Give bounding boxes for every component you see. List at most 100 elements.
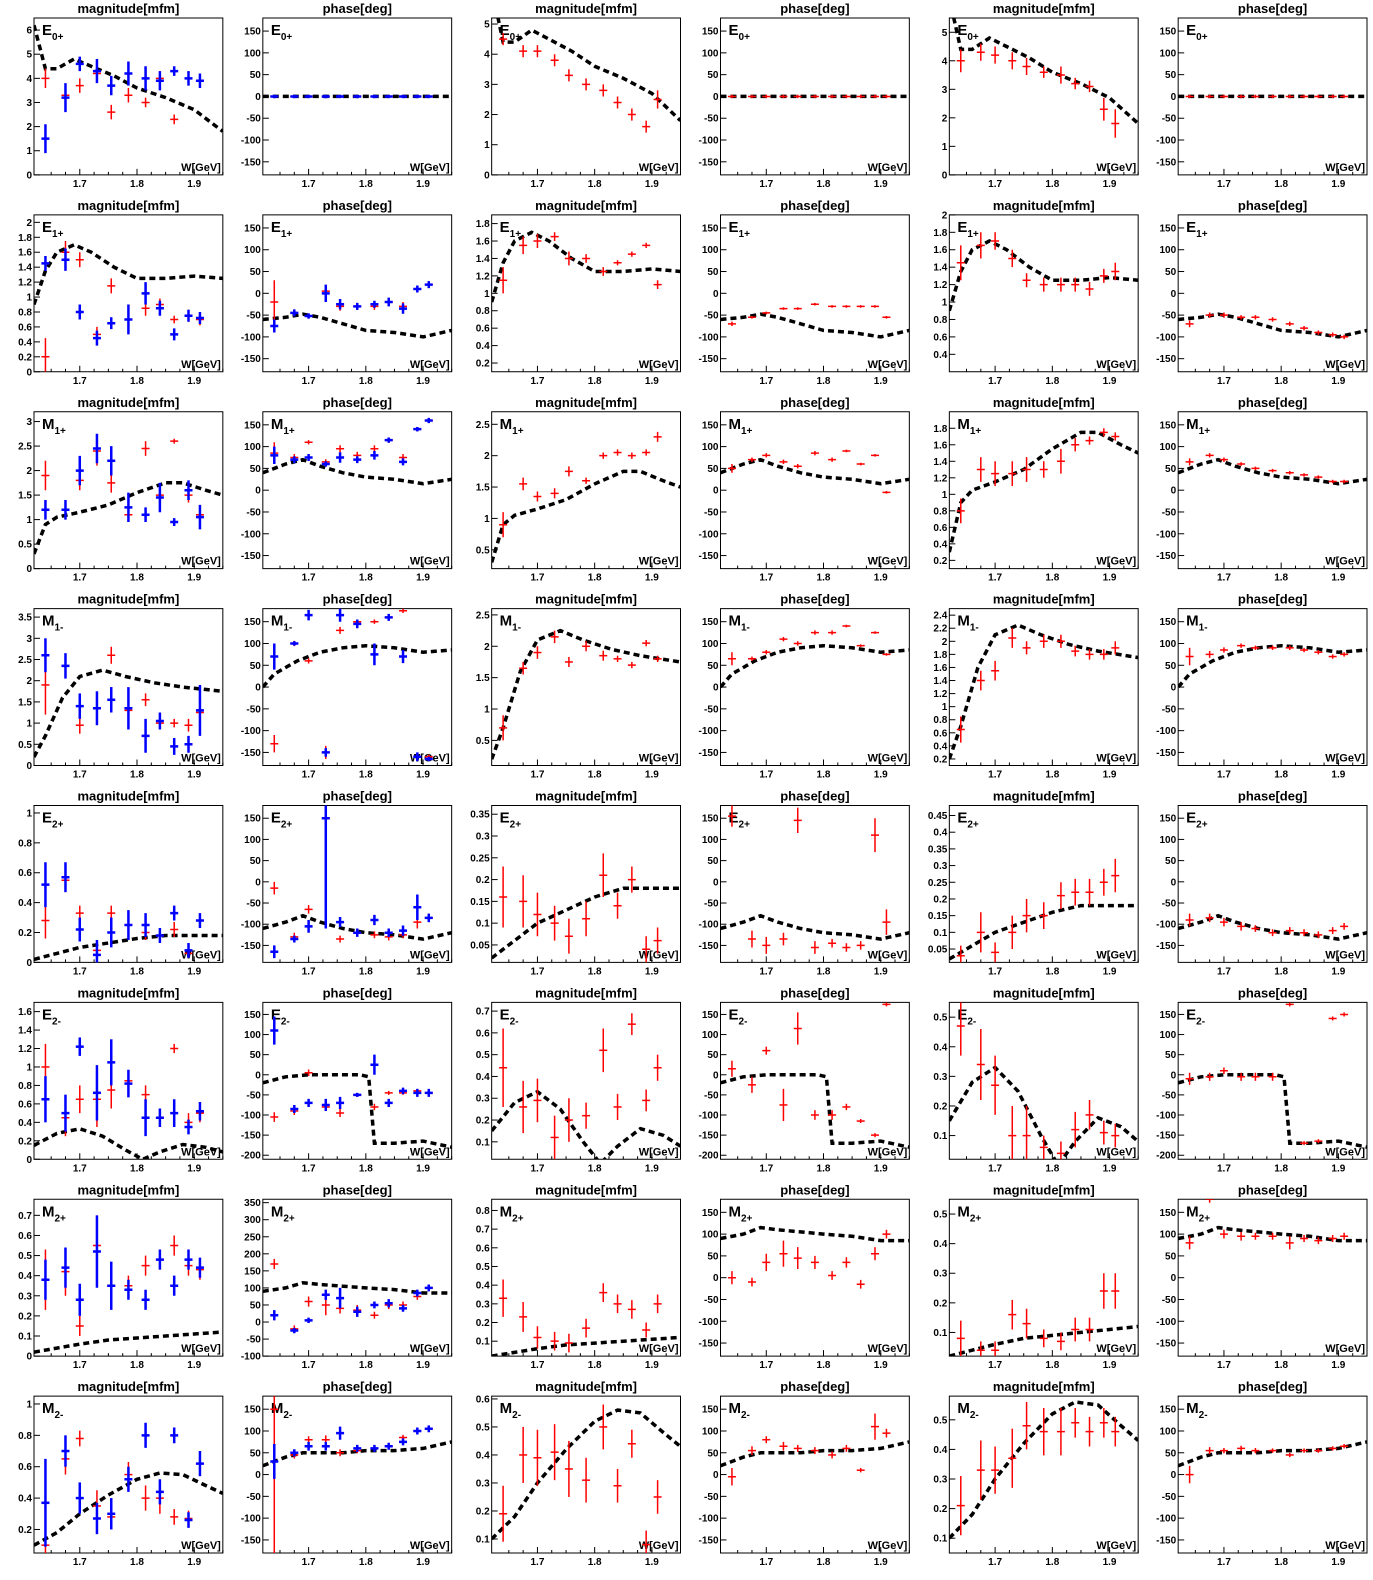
x-tick-label: 1.7 (759, 376, 773, 387)
y-tick-label: 0.2 (476, 875, 490, 886)
data-point-blue (92, 1065, 101, 1121)
panel-title: phase[deg] (323, 592, 392, 607)
x-tick-label: 1.8 (359, 376, 373, 387)
data-point-red (533, 1429, 542, 1486)
data-point-red (599, 853, 608, 898)
y-tick-label: 0.4 (18, 1118, 32, 1129)
x-tick-label: 1.9 (1103, 573, 1117, 584)
data-point-red (1251, 315, 1260, 320)
data-point-blue (413, 1289, 422, 1297)
plot-frame (720, 805, 910, 963)
data-point-red (747, 315, 756, 319)
data-point-red (642, 120, 651, 133)
y-tick-label: 0 (255, 1318, 261, 1329)
data-point-blue (75, 1283, 84, 1316)
multipole-subscript: 0+ (281, 32, 293, 43)
panel-E0+-phase-fitC: phase[deg] 1.7 1.8 1.9 -150 -100 -50 0 50 100 150 W… (1156, 1, 1368, 190)
data-point-red (270, 280, 279, 324)
plot-frame (1177, 805, 1368, 963)
plot-frame (33, 411, 224, 570)
x-tick-label: 1.7 (759, 770, 773, 781)
x-axis-label: W[GeV] (1096, 1343, 1136, 1355)
model-curve (491, 886, 681, 960)
data-point-red (1039, 1135, 1048, 1160)
panel-E2--phase-fitC: phase[deg] 1.7 1.8 1.9 -200 -150 -100 -50 0 50 100… (1156, 985, 1368, 1174)
y-tick-label: 150 (702, 1010, 719, 1021)
y-tick-label: 1.5 (476, 673, 490, 684)
data-point-red (1111, 432, 1120, 441)
x-tick-label: 1.8 (1274, 1557, 1288, 1568)
y-tick-label: 0.4 (18, 898, 32, 909)
data-point-red (370, 931, 379, 939)
data-point-blue (290, 641, 299, 646)
data-point-blue (124, 1279, 133, 1300)
y-tick-label: 50 (250, 661, 262, 672)
data-point-blue (413, 1088, 422, 1097)
x-axis-label: W[GeV] (181, 1343, 221, 1355)
data-point-red (141, 1255, 150, 1276)
data-point-red (599, 452, 608, 459)
y-tick-label: 2 (26, 122, 32, 133)
y-tick-label: 1.8 (933, 424, 947, 435)
data-point-blue (321, 94, 330, 99)
data-point-blue (321, 1098, 330, 1111)
data-point-red (828, 1271, 837, 1280)
data-point-red (871, 454, 879, 457)
x-tick-label: 1.7 (1217, 1163, 1231, 1174)
panel-M2--phase-fitC: phase[deg] 1.7 1.8 1.9 -150 -100 -50 0 50 100 150 W… (1156, 1379, 1368, 1568)
data-point-red (1056, 634, 1065, 648)
data-point-red (1185, 1465, 1194, 1484)
y-tick-label: 0.2 (18, 1525, 32, 1536)
y-tick-label: 100 (244, 245, 261, 256)
y-tick-label: 0.2 (18, 352, 32, 363)
panel-E1+-phase-fitB: phase[deg] 1.7 1.8 1.9 -150 -100 -50 0 50 100 150 W… (698, 198, 910, 387)
x-axis-label: W[GeV] (1325, 753, 1365, 765)
panel-title: magnitude[mfm] (77, 1182, 179, 1197)
data-point-red (370, 619, 379, 624)
multipole-label: E2+ (500, 810, 522, 831)
data-point-red (1314, 330, 1323, 335)
y-tick-label: 4 (484, 50, 490, 61)
data-point-red (1205, 1447, 1214, 1455)
multipole-subscript: 1+ (967, 229, 979, 240)
data-point-red (107, 278, 116, 294)
data-point-red (842, 305, 851, 308)
y-tick-label: 100 (702, 245, 719, 256)
data-point-red (991, 1055, 1000, 1115)
y-tick-label: 50 (1165, 267, 1177, 278)
y-tick-label: 100 (244, 1426, 261, 1437)
plot-frame (262, 1001, 453, 1160)
data-point-red (856, 941, 865, 950)
data-point-blue (413, 894, 422, 920)
multipole-subscript: 2- (283, 1410, 292, 1421)
data-point-red (1340, 334, 1349, 340)
plot-frame (948, 1395, 1139, 1554)
y-tick-label: 0.1 (18, 1332, 32, 1343)
x-axis-label: W[GeV] (639, 949, 679, 961)
x-tick-label: 1.7 (73, 573, 87, 584)
data-point-blue (61, 862, 70, 893)
data-point-red (828, 457, 837, 462)
y-tick-label: 0 (255, 1070, 261, 1081)
panel-M2+-mag-fitC: magnitude[mfm] 1.7 1.8 1.9 0.1 0.2 0.3 0.4 0.5 W[… (933, 1182, 1139, 1371)
y-tick-label: 150 (1159, 1405, 1176, 1416)
model-curve (949, 430, 1139, 553)
data-point-red (747, 656, 756, 661)
data-point-red (1099, 268, 1108, 283)
multipole-label: M1+ (1186, 416, 1210, 437)
data-point-red (141, 97, 150, 108)
data-point-red (856, 1468, 865, 1473)
panel-M1--phase-fitB: phase[deg] 1.7 1.8 1.9 -150 -100 -50 0 50 100 150 W… (698, 592, 910, 781)
data-point-red (828, 1451, 837, 1459)
panel-title: magnitude[mfm] (993, 1, 1095, 16)
y-tick-label: 100 (1159, 245, 1176, 256)
x-tick-label: 1.9 (187, 1557, 201, 1568)
x-tick-label: 1.8 (817, 966, 831, 977)
y-tick-label: 100 (702, 442, 719, 453)
data-point-red (842, 624, 851, 628)
y-tick-label: -150 (1156, 748, 1176, 759)
y-tick-label: -100 (241, 136, 261, 147)
x-tick-label: 1.9 (416, 1557, 430, 1568)
y-tick-label: 0.4 (18, 1494, 32, 1505)
model-curve (262, 913, 452, 941)
